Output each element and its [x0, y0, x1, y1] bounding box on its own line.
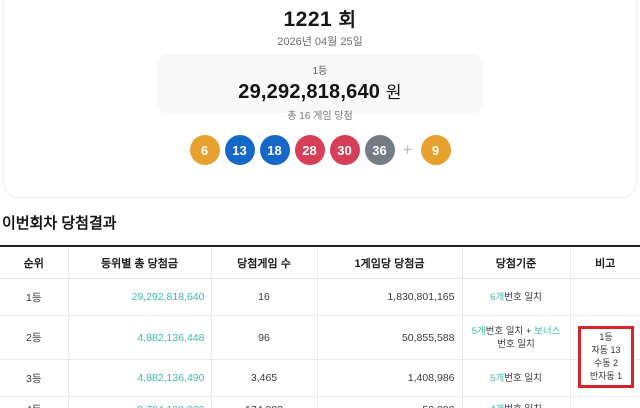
per-game-prize-cell: 1,830,801,165	[316, 278, 462, 316]
lotto-ball-6: 36	[364, 135, 395, 165]
lotto-ball-2: 13	[224, 135, 255, 165]
total-prize-cell: 4,882,136,448	[67, 315, 211, 360]
games-count-cell: 96	[210, 315, 317, 360]
first-prize-box: 1등 29,292,818,640 원 총 16 게임 당첨	[157, 54, 483, 122]
total-prize-cell: 29,292,818,640	[67, 278, 211, 316]
round-suffix: 회	[338, 10, 357, 31]
bonus-ball: 9	[420, 135, 451, 165]
criteria-cell: 5개번호 일치 + 보너스번호 일치	[461, 315, 570, 360]
games-count-cell: 3,465	[210, 359, 317, 397]
table-row-rank3: 3등 4,882,136,490 3,465 1,408,986 5개번호 일치	[0, 359, 640, 397]
red-highlight-annotation-box: 1등 자동 13 수동 2 반자동 1	[578, 326, 634, 388]
prize-currency: 원	[385, 83, 402, 102]
winning-numbers-row: 6 13 18 28 30 36 + 9	[0, 135, 640, 165]
rank-cell: 3등	[0, 359, 68, 397]
draw-date: 2026년 04월 25일	[277, 36, 363, 48]
criteria-cell: 4개번호 일치	[461, 396, 570, 408]
prize-rank-label: 1등	[312, 66, 328, 77]
games-count-cell: 16	[210, 278, 317, 316]
lotto-ball-4: 28	[294, 135, 325, 165]
per-game-prize-cell: 1,408,986	[316, 359, 462, 397]
criteria-cell: 5개번호 일치	[461, 359, 570, 397]
lotto-ball-1: 6	[189, 135, 220, 165]
column-header-per-game: 1게임당 당첨금	[316, 246, 462, 279]
rank-cell: 4등	[0, 396, 68, 408]
column-header-games: 당첨게임 수	[210, 246, 317, 279]
criteria-cell: 6개번호 일치	[461, 278, 570, 316]
column-header-criteria: 당첨기준	[461, 246, 570, 279]
note-cell	[569, 278, 640, 316]
winning-results-table: 순위 등위별 총 당첨금 당첨게임 수 1게임당 당첨금 당첨기준 비고 1등 …	[0, 245, 640, 408]
prize-amount-value: 29,292,818,640	[238, 81, 381, 103]
per-game-prize-cell: 50,000	[316, 396, 462, 408]
table-row-rank4: 4등 8,704,100,000 174,082 50,000 4개번호 일치	[0, 396, 640, 408]
column-header-total-prize: 등위별 총 당첨금	[67, 246, 211, 279]
rank-cell: 1등	[0, 278, 68, 316]
table-row-rank2: 2등 4,882,136,448 96 50,855,588 5개번호 일치 +…	[0, 315, 640, 360]
section-title: 이번회차 당첨결과	[2, 215, 117, 232]
lotto-ball-3: 18	[259, 135, 290, 165]
prize-amount: 29,292,818,640 원	[157, 78, 483, 104]
plus-icon: +	[402, 140, 413, 159]
table-row-rank1: 1등 29,292,818,640 16 1,830,801,165 6개번호 …	[0, 278, 640, 316]
total-prize-cell: 8,704,100,000	[67, 396, 211, 408]
round-number: 1221	[283, 8, 333, 31]
note-cell	[569, 396, 640, 408]
per-game-prize-cell: 50,855,588	[316, 315, 462, 360]
prize-games-note: 총 16 게임 당첨	[287, 111, 353, 122]
column-header-rank: 순위	[0, 246, 68, 279]
annotation-line: 수동 2	[593, 358, 619, 368]
winning-results-table-wrap: 순위 등위별 총 당첨금 당첨게임 수 1게임당 당첨금 당첨기준 비고 1등 …	[0, 245, 640, 408]
games-count-cell: 174,082	[210, 396, 317, 408]
rank-cell: 2등	[0, 315, 68, 360]
column-header-note: 비고	[569, 246, 640, 279]
annotation-line: 반자동 1	[589, 371, 623, 381]
round-title: 1221 회	[0, 5, 640, 32]
annotation-line: 1등	[599, 332, 613, 342]
lotto-ball-5: 30	[329, 135, 360, 165]
annotation-line: 자동 13	[591, 345, 621, 355]
total-prize-cell: 4,882,136,490	[67, 359, 211, 397]
table-header-row: 순위 등위별 총 당첨금 당첨게임 수 1게임당 당첨금 당첨기준 비고	[0, 246, 640, 279]
